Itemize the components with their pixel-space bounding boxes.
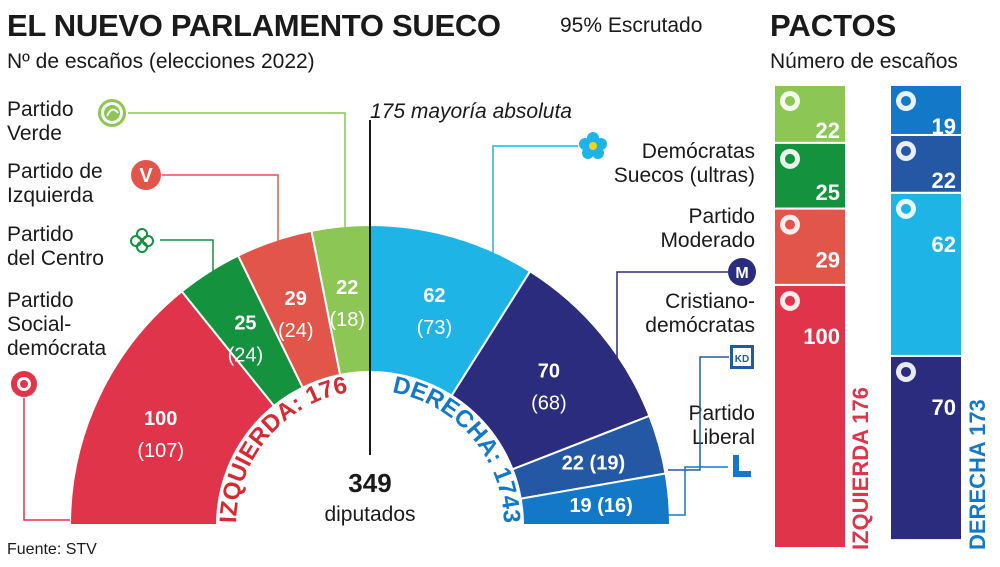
m-logo-icon-core — [901, 366, 911, 377]
pacts-title: PACTOS — [770, 8, 897, 43]
total-seats-label: diputados — [324, 503, 415, 526]
pact-izquierda-value-1: 25 — [816, 180, 840, 205]
clover-icon — [130, 228, 154, 253]
party-label-verde: Partido Verde — [7, 98, 74, 145]
pact-right-label: DERECHA 173 — [965, 399, 990, 550]
party-label-moderado: Partido Moderado — [660, 205, 755, 252]
pact-derecha-value-1: 22 — [932, 168, 956, 193]
pacts-subtitle: Número de escaños — [770, 50, 958, 73]
source-note: Fuente: STV — [7, 541, 97, 558]
leader-lines — [23, 112, 729, 521]
majority-label: 175 mayoría absoluta — [370, 100, 572, 123]
seat-value-left-1: 25 (24) — [228, 312, 264, 366]
pact-izquierda-value-0: 22 — [816, 118, 840, 143]
svg-text:V: V — [139, 165, 153, 187]
kd-logo-icon-core — [901, 145, 911, 156]
party-label-democratas-suecos: Demócratas Suecos (ultras) — [613, 140, 755, 187]
leader-liberal — [668, 466, 728, 516]
kd-logo-icon: KD — [730, 345, 754, 369]
party-label-centro: Partido del Centro — [7, 223, 104, 270]
flower-icon-core — [901, 203, 911, 214]
pact-derecha-bar-1 — [889, 133, 963, 194]
pact-derecha-value-2: 62 — [932, 232, 956, 257]
leader-verde — [128, 112, 346, 232]
pact-izquierda-bar-3 — [773, 283, 847, 549]
pact-derecha-bar-3 — [889, 354, 963, 542]
l-logo-icon — [733, 455, 751, 477]
pact-derecha-value-3: 70 — [932, 395, 956, 420]
leader-centro — [160, 239, 214, 278]
seat-value-left-0: 100 (107) — [137, 408, 184, 462]
scrutiny-status: 95% Escrutado — [560, 14, 703, 37]
l-logo-icon-core — [901, 96, 911, 106]
svg-text:M: M — [735, 265, 748, 282]
pact-izquierda-value-3: 100 — [803, 324, 840, 349]
leader-cristianodemocratas — [668, 356, 729, 471]
dandelion-icon-core — [785, 96, 795, 106]
party-label-liberal: Partido Liberal — [688, 402, 755, 449]
seat-value-left-3: 22 (18) — [329, 277, 365, 331]
seat-value-right-1: 70 (68) — [531, 360, 567, 414]
leader-moderado — [616, 271, 728, 360]
m-logo-icon: M — [728, 258, 756, 286]
leader-izquierda — [162, 174, 279, 248]
v-logo-icon-core — [785, 219, 795, 230]
rose-icon-core — [785, 295, 795, 306]
flower-icon — [579, 132, 607, 159]
clover-icon-core — [785, 153, 795, 164]
pact-izquierda-value-2: 29 — [816, 248, 840, 273]
total-seats: 349 — [348, 468, 391, 498]
seat-value-left-2: 29 (24) — [278, 288, 314, 342]
party-label-izquierda: Partido de Izquierda — [7, 160, 103, 207]
party-label-socialdemocrata: Partido Social- demócrata — [7, 289, 107, 360]
pact-left-label: IZQUIERDA 176 — [848, 387, 873, 550]
seat-labels: 100 (107) 25 (24) 29 (24) 22 (18) 62 (73) 70 (68) 22… — [137, 277, 632, 517]
seat-value-right-0: 62 (73) — [417, 285, 453, 339]
rose-icon — [11, 371, 37, 397]
seat-value-right-3: 19 (16) — [569, 495, 632, 517]
page-subtitle: Nº de escaños (elecciones 2022) — [7, 50, 315, 73]
page-title: EL NUEVO PARLAMENTO SUECO — [7, 8, 501, 43]
svg-text:KD: KD — [735, 354, 749, 365]
seat-value-right-2: 22 (19) — [562, 453, 625, 475]
party-label-cristianodemocratas: Cristiano- demócratas — [645, 290, 755, 337]
seat-arcs — [68, 223, 672, 526]
leader-democratas-suecos — [492, 145, 578, 258]
leader-socialdemocrata — [23, 398, 70, 521]
v-logo-icon: V — [131, 160, 161, 190]
dandelion-icon — [96, 97, 128, 129]
